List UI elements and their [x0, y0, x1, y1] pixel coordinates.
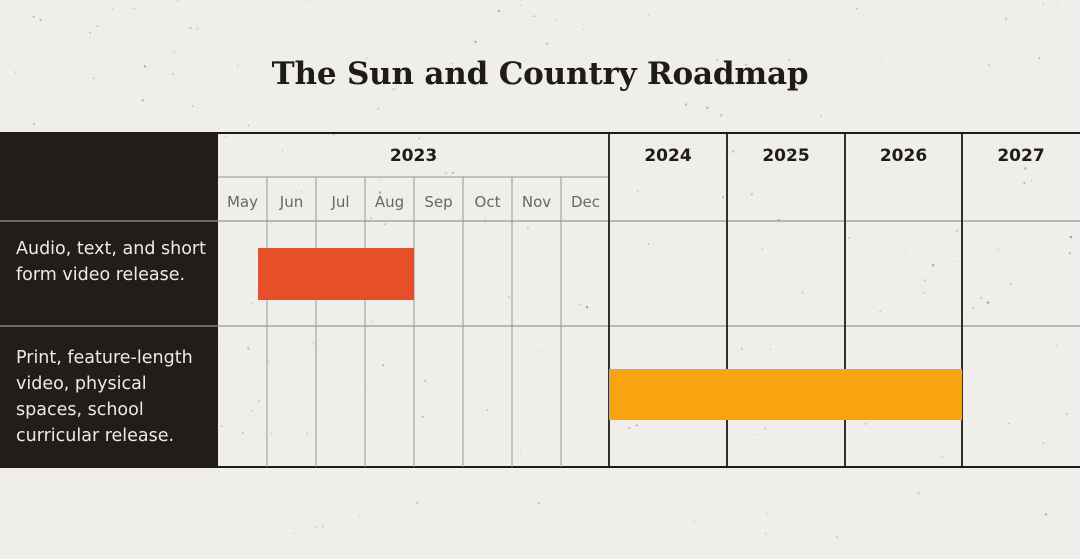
year-header-2025: 2025 — [762, 146, 810, 166]
year-header-2027: 2027 — [997, 146, 1045, 166]
year-header-2023: 2023 — [389, 146, 438, 166]
month-header-may: May — [226, 193, 258, 211]
month-header-jun: Jun — [279, 193, 304, 211]
month-header-aug: Aug — [374, 193, 405, 211]
month-header-dec: Dec — [570, 193, 601, 211]
timeline-bar-audio-text-video — [258, 248, 414, 300]
month-header-nov: Nov — [521, 193, 552, 211]
row-label-column — [0, 132, 218, 468]
month-header-jul: Jul — [331, 193, 350, 211]
row-label-audio-text-video: Audio, text, and short form video releas… — [16, 239, 206, 285]
row-label-print-video-spaces-curricular: Print, feature-length video, physical sp… — [16, 348, 193, 446]
page-title: The Sun and Country Roadmap — [271, 56, 809, 92]
timeline-bar-print-video-spaces-curricular — [609, 369, 962, 420]
month-header-oct: Oct — [474, 193, 501, 211]
year-header-2024: 2024 — [644, 146, 692, 166]
year-header-2026: 2026 — [879, 146, 928, 166]
month-header-sep: Sep — [424, 193, 453, 211]
